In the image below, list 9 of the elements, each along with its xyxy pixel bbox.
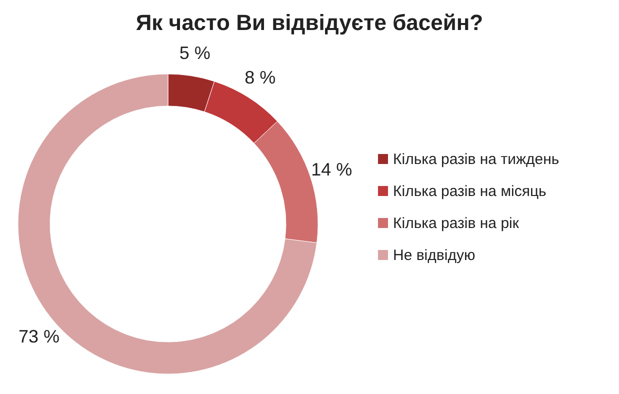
data-label: 73 % xyxy=(18,326,60,346)
data-label: 8 % xyxy=(244,68,276,88)
data-label: 14 % xyxy=(311,160,352,180)
data-label: 5 % xyxy=(179,42,210,63)
legend-label: Не відвідую xyxy=(393,246,476,264)
legend-label: Кілька разів на місяць xyxy=(393,182,547,200)
legend-label: Кілька разів на тиждень xyxy=(393,150,560,168)
legend-label: Кілька разів на рік xyxy=(393,214,520,232)
chart-title: Як часто Ви відвідуєте басейн? xyxy=(136,10,484,35)
